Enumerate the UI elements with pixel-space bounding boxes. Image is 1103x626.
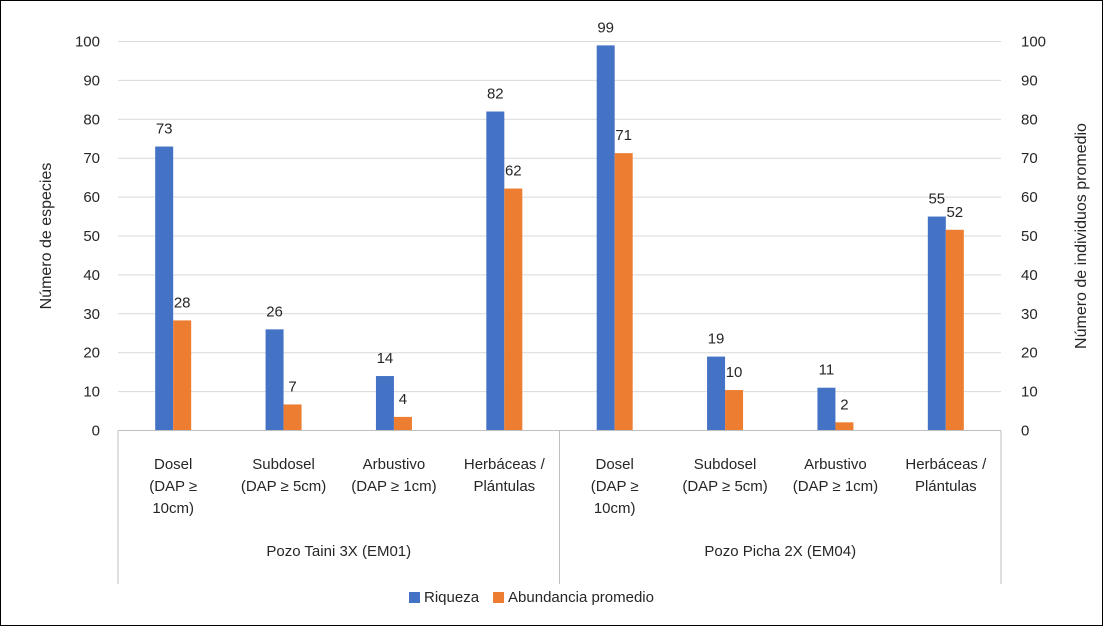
category-label: Dosel	[596, 456, 634, 473]
bar-abundancia-promedio	[173, 320, 192, 431]
y-tick-label: 90	[83, 72, 100, 89]
y-tick-label: 0	[92, 423, 100, 440]
y2-tick-label: 40	[1021, 267, 1038, 284]
data-label: 55	[928, 191, 945, 208]
category-label: Plántulas	[915, 478, 977, 495]
bar-riqueza	[375, 376, 394, 431]
data-label: 71	[615, 127, 632, 144]
y-tick-label: 60	[83, 189, 100, 206]
category-label: (DAP ≥	[591, 478, 639, 495]
y-tick-label: 70	[83, 150, 100, 167]
y2-tick-label: 10	[1021, 384, 1038, 401]
y-tick-label: 40	[83, 267, 100, 284]
y2-tick-label: 30	[1021, 306, 1038, 323]
data-label: 62	[505, 163, 522, 180]
y2-tick-label: 50	[1021, 228, 1038, 245]
category-label: 10cm)	[594, 500, 636, 517]
bar-abundancia-promedio	[945, 229, 964, 431]
category-label: (DAP ≥ 5cm)	[682, 478, 767, 495]
data-label: 2	[840, 396, 848, 413]
category-label: (DAP ≥	[149, 478, 197, 495]
bar-riqueza	[486, 111, 505, 431]
y2-tick-label: 80	[1021, 111, 1038, 128]
data-label: 4	[399, 391, 407, 408]
y-axis-title: Número de especies	[38, 163, 55, 310]
bar-riqueza	[155, 146, 174, 431]
y-tick-label: 30	[83, 306, 100, 323]
data-label: 10	[726, 364, 743, 381]
data-label: 52	[946, 204, 963, 221]
bar-abundancia-promedio	[283, 404, 302, 431]
category-label: (DAP ≥ 1cm)	[351, 478, 436, 495]
bar-abundancia-promedio	[504, 188, 523, 431]
bar-riqueza	[265, 329, 284, 431]
y2-tick-label: 100	[1021, 34, 1046, 51]
category-label: Subdosel	[694, 456, 757, 473]
legend: Riqueza Abundancia promedio	[409, 589, 654, 606]
category-label: Dosel	[154, 456, 192, 473]
data-label: 11	[819, 362, 835, 379]
data-label: 14	[377, 350, 394, 367]
y-tick-label: 80	[83, 111, 100, 128]
category-label: Arbustivo	[363, 456, 426, 473]
bar-riqueza	[817, 387, 836, 431]
y-tick-label: 20	[83, 345, 100, 362]
data-labels: 73 26 14 82 99 19 11 55 28 7 4 62 71 10 2 52	[156, 19, 963, 413]
bars	[155, 45, 964, 431]
y2-axis-title: Número de individuos promedio	[1073, 123, 1090, 349]
category-label: (DAP ≥ 5cm)	[241, 478, 326, 495]
data-label: 19	[708, 331, 725, 348]
bar-riqueza	[927, 216, 946, 431]
bar-abundancia-promedio	[725, 390, 744, 431]
category-label: Arbustivo	[804, 456, 867, 473]
bar-riqueza	[596, 45, 615, 431]
group-label: Pozo Picha 2X (EM04)	[704, 543, 856, 560]
category-label: Plántulas	[473, 478, 535, 495]
y-tick-label: 10	[83, 384, 100, 401]
data-label: 82	[487, 86, 504, 103]
category-label: (DAP ≥ 1cm)	[793, 478, 878, 495]
group-label: Pozo Taini 3X (EM01)	[266, 543, 411, 560]
y2-tick-label: 60	[1021, 189, 1038, 206]
y2-tick-label: 70	[1021, 150, 1038, 167]
gridlines	[118, 41, 1001, 431]
y-tick-label: 50	[83, 228, 100, 245]
category-label: Subdosel	[252, 456, 315, 473]
data-label: 28	[174, 294, 191, 311]
bar-riqueza	[707, 356, 726, 431]
y2-tick-label: 90	[1021, 72, 1038, 89]
axes: 0 10 20 30 40 50 60 70 80 90 100 0 10 20 30 40 50 60 70 80 9…	[75, 34, 1046, 584]
bar-abundancia-promedio	[393, 416, 412, 431]
data-label: 99	[597, 19, 614, 36]
data-label: 26	[266, 303, 283, 320]
data-label: 7	[288, 378, 296, 395]
legend-label: Abundancia promedio	[508, 589, 654, 606]
category-label: Herbáceas /	[464, 456, 546, 473]
bar-abundancia-promedio	[614, 153, 633, 431]
legend-swatch-1	[409, 592, 420, 603]
category-label: 10cm)	[152, 500, 194, 517]
legend-swatch-2	[493, 592, 505, 603]
legend-label: Riqueza	[424, 589, 480, 606]
category-label: Herbáceas /	[905, 456, 987, 473]
data-label: 73	[156, 121, 173, 138]
y2-tick-label: 0	[1021, 423, 1029, 440]
y2-tick-label: 20	[1021, 345, 1038, 362]
y-tick-label: 100	[75, 34, 100, 51]
bar-abundancia-promedio	[835, 422, 854, 431]
